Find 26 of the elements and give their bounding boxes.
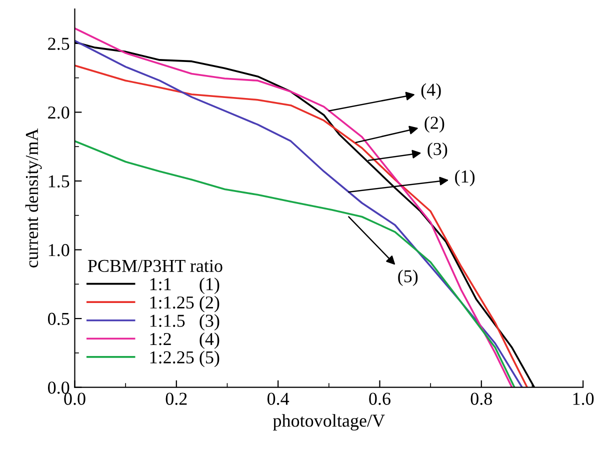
- y-tick-label: 0.5: [48, 312, 70, 326]
- legend-label: 1:1.5 (3): [150, 314, 220, 331]
- x-tick-label: 0.0: [64, 392, 86, 405]
- annotation: (4): [421, 83, 441, 100]
- x-tick-label: 0.4: [267, 392, 290, 405]
- y-tick-label: 1.0: [48, 244, 70, 256]
- y-tick-label: 2.5: [48, 38, 70, 50]
- legend-title: PCBM/P3HT ratio: [88, 260, 222, 272]
- legend-label: 1:2 (4): [150, 332, 220, 349]
- annotation: (1): [455, 170, 475, 186]
- legend-label: 1:1.25 (2): [150, 296, 220, 312]
- x-tick-label: 1.0: [573, 392, 594, 405]
- x-axis-title: photovoltage/V: [273, 414, 385, 431]
- annotation: (5): [398, 270, 418, 286]
- x-tick-label: 0.6: [369, 392, 390, 405]
- annotation: (2): [424, 116, 444, 133]
- legend-label: 1:1 (1): [150, 278, 220, 294]
- y-tick-label: 0.0: [48, 382, 70, 394]
- y-axis-title: current density/mA: [25, 128, 42, 268]
- x-tick-label: 0.8: [470, 392, 492, 405]
- y-tick-label: 2.0: [48, 106, 70, 119]
- legend-label: 1:2.25 (5): [150, 350, 220, 368]
- annotation: (3): [428, 142, 448, 159]
- line-series: [74, 140, 516, 388]
- x-tick-label: 0.2: [166, 392, 187, 405]
- y-tick-label: 1.5: [48, 175, 70, 188]
